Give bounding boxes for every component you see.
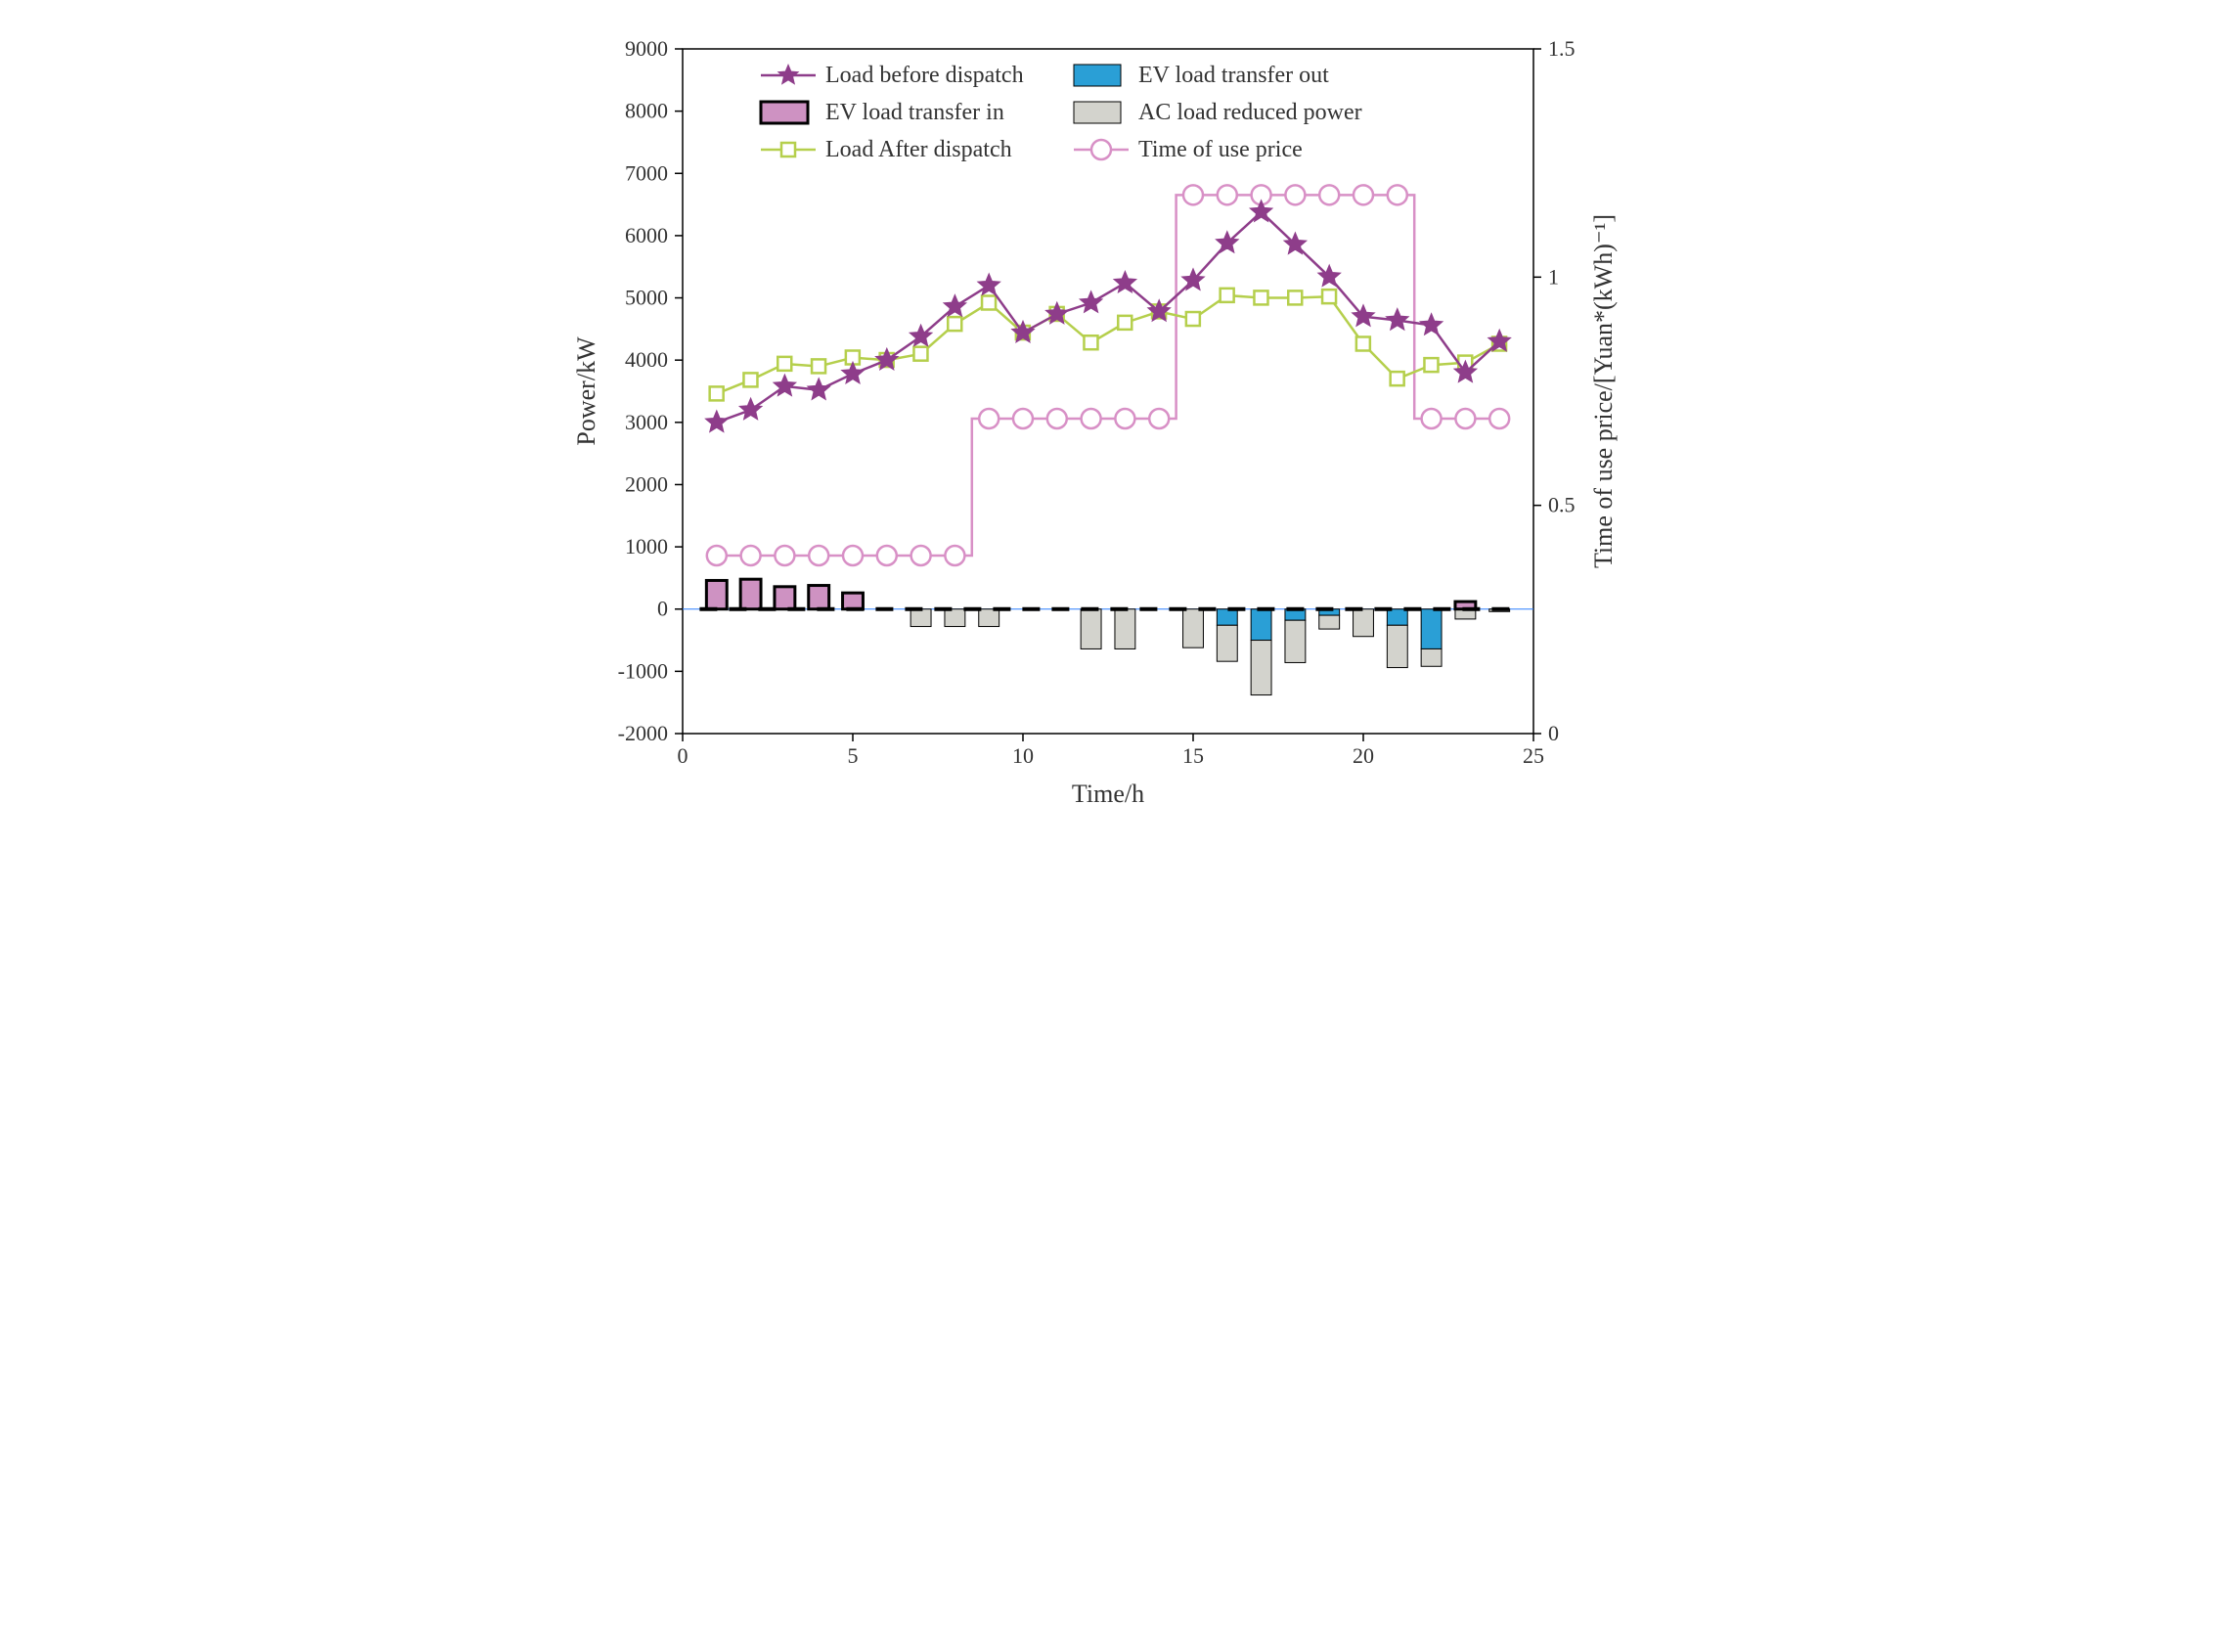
svg-text:20: 20 bbox=[1353, 743, 1374, 768]
svg-text:0.5: 0.5 bbox=[1548, 493, 1576, 517]
svg-text:7000: 7000 bbox=[625, 160, 668, 185]
svg-text:3000: 3000 bbox=[625, 410, 668, 434]
svg-text:1.5: 1.5 bbox=[1548, 36, 1576, 61]
svg-text:EV load transfer out: EV load transfer out bbox=[1138, 63, 1329, 88]
svg-text:6000: 6000 bbox=[625, 223, 668, 247]
svg-text:-2000: -2000 bbox=[617, 721, 667, 745]
svg-text:0: 0 bbox=[677, 743, 688, 768]
svg-text:AC load reduced power: AC load reduced power bbox=[1138, 100, 1362, 125]
svg-text:-1000: -1000 bbox=[617, 658, 667, 683]
svg-text:Load After dispatch: Load After dispatch bbox=[825, 137, 1012, 162]
chart-container: 0510152025Time/h-2000-100001000200030004… bbox=[555, 20, 1665, 845]
svg-text:Time of use price: Time of use price bbox=[1138, 137, 1303, 162]
svg-text:5: 5 bbox=[847, 743, 858, 768]
svg-text:1: 1 bbox=[1548, 264, 1559, 289]
chart-svg: 0510152025Time/h-2000-100001000200030004… bbox=[555, 20, 1665, 845]
svg-text:0: 0 bbox=[657, 597, 668, 621]
svg-text:0: 0 bbox=[1548, 721, 1559, 745]
svg-text:Load before dispatch: Load before dispatch bbox=[825, 63, 1024, 88]
svg-text:Power/kW: Power/kW bbox=[572, 336, 600, 446]
svg-text:10: 10 bbox=[1012, 743, 1034, 768]
svg-text:1000: 1000 bbox=[625, 534, 668, 558]
svg-text:EV load transfer in: EV load transfer in bbox=[825, 100, 1004, 125]
svg-text:4000: 4000 bbox=[625, 347, 668, 372]
svg-text:2000: 2000 bbox=[625, 471, 668, 496]
svg-text:15: 15 bbox=[1182, 743, 1204, 768]
svg-text:5000: 5000 bbox=[625, 286, 668, 310]
svg-text:Time/h: Time/h bbox=[1071, 780, 1143, 808]
svg-text:25: 25 bbox=[1523, 743, 1544, 768]
svg-text:8000: 8000 bbox=[625, 99, 668, 123]
svg-text:9000: 9000 bbox=[625, 36, 668, 61]
svg-text:Time of use price/[Yuan*(kWh)⁻: Time of use price/[Yuan*(kWh)⁻¹] bbox=[1589, 214, 1618, 568]
